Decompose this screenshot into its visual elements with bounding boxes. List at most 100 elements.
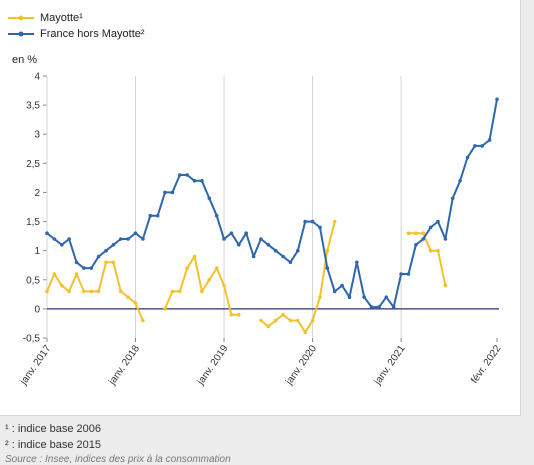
data-point-france <box>170 190 175 195</box>
data-point-mayotte <box>104 260 108 265</box>
data-point-mayotte <box>296 318 300 323</box>
data-point-france <box>495 97 499 102</box>
data-point-mayotte <box>60 283 64 288</box>
data-point-mayotte <box>45 289 49 294</box>
data-point-mayotte <box>214 266 219 270</box>
legend-item-mayotte[interactable]: Mayotte¹ <box>8 10 145 26</box>
data-point-mayotte <box>207 278 212 282</box>
data-point-france <box>126 237 130 241</box>
data-point-france <box>214 213 219 218</box>
data-point-mayotte <box>133 301 138 305</box>
series-line-mayotte <box>260 221 336 334</box>
x-tick-label: janv. 2017 <box>18 343 54 388</box>
data-point-france <box>384 295 389 300</box>
data-point-france <box>148 213 153 218</box>
data-point-france <box>155 213 160 218</box>
data-point-mayotte <box>126 295 130 300</box>
y-tick-label: 2 <box>34 188 40 199</box>
data-point-france <box>133 231 138 235</box>
data-point-france <box>325 266 330 270</box>
data-point-mayotte <box>119 289 123 294</box>
data-point-mayotte <box>200 289 204 294</box>
data-point-mayotte <box>192 254 197 259</box>
legend-label-france: France hors Mayotte² <box>40 28 145 40</box>
data-point-france <box>487 138 492 142</box>
y-tick-label: 0 <box>34 304 40 315</box>
footnotes: ¹ : indice base 2006 ² : indice base 201… <box>5 421 101 453</box>
y-tick-label: 2,5 <box>26 159 40 170</box>
data-point-mayotte <box>237 312 241 317</box>
data-point-france <box>96 254 101 259</box>
x-tick-label: janv. 2018 <box>106 343 142 388</box>
data-point-france <box>406 272 411 276</box>
data-point-france <box>281 254 285 259</box>
y-tick-label: 1 <box>34 246 40 257</box>
footnote-2: ² : indice base 2015 <box>5 439 102 451</box>
data-point-france <box>273 248 278 253</box>
data-point-france <box>82 266 86 270</box>
data-point-mayotte <box>266 324 271 329</box>
y-tick-label: 3 <box>34 130 40 141</box>
data-point-mayotte <box>96 289 101 294</box>
data-point-france <box>60 243 64 247</box>
data-point-mayotte <box>281 312 285 317</box>
y-tick-label: 3,5 <box>26 101 40 112</box>
data-point-mayotte <box>111 260 116 265</box>
data-point-mayotte <box>443 283 448 288</box>
y-tick-label: -0,5 <box>23 334 41 345</box>
data-point-mayotte <box>222 283 226 288</box>
data-point-mayotte <box>325 248 330 253</box>
data-point-mayotte <box>310 318 315 323</box>
data-point-mayotte <box>74 272 79 276</box>
x-tick-label: févr. 2022 <box>469 343 503 386</box>
legend-swatch-france-icon <box>8 31 34 37</box>
data-point-france <box>377 305 381 309</box>
data-point-mayotte <box>414 231 418 235</box>
data-point-france <box>251 254 256 259</box>
data-point-france <box>207 196 212 201</box>
y-axis-label: en % <box>12 54 38 66</box>
data-point-mayotte <box>52 272 57 276</box>
data-point-france <box>244 231 248 235</box>
data-point-france <box>185 173 189 177</box>
data-point-mayotte <box>141 318 145 323</box>
data-point-mayotte <box>318 295 322 300</box>
data-point-france <box>89 266 94 270</box>
data-point-mayotte <box>259 318 263 323</box>
chart-legend: Mayotte¹ France hors Mayotte² <box>8 10 145 42</box>
data-point-france <box>104 248 108 253</box>
data-point-mayotte <box>185 266 189 270</box>
page-background-strip <box>521 0 534 462</box>
data-point-france <box>436 219 440 224</box>
data-point-france <box>465 155 470 160</box>
data-point-mayotte <box>163 307 167 311</box>
data-point-france <box>119 237 123 241</box>
data-point-france <box>237 243 241 247</box>
data-point-france <box>310 219 315 224</box>
data-point-mayotte <box>178 289 182 294</box>
chart-panel <box>0 0 521 416</box>
data-point-france <box>362 295 367 300</box>
x-tick-label: janv. 2019 <box>195 343 231 388</box>
legend-item-france[interactable]: France hors Mayotte² <box>8 26 145 42</box>
data-point-france <box>296 248 300 253</box>
data-point-france <box>192 179 197 183</box>
data-point-france <box>421 237 426 241</box>
data-point-mayotte <box>229 312 234 317</box>
data-point-mayotte <box>332 219 337 224</box>
footnote-1: ¹ : indice base 2006 <box>5 423 102 435</box>
data-point-france <box>399 272 403 276</box>
data-point-france <box>141 237 145 241</box>
data-point-france <box>45 231 49 235</box>
data-point-france <box>229 231 234 235</box>
data-point-mayotte <box>436 248 440 253</box>
data-point-mayotte <box>82 289 86 294</box>
data-point-france <box>340 283 344 288</box>
data-point-mayotte <box>288 318 293 323</box>
data-point-mayotte <box>67 289 71 294</box>
series-line-mayotte <box>408 232 447 286</box>
data-point-france <box>369 305 374 309</box>
data-point-france <box>111 243 116 247</box>
data-point-mayotte <box>428 248 433 253</box>
data-point-mayotte <box>406 231 411 235</box>
